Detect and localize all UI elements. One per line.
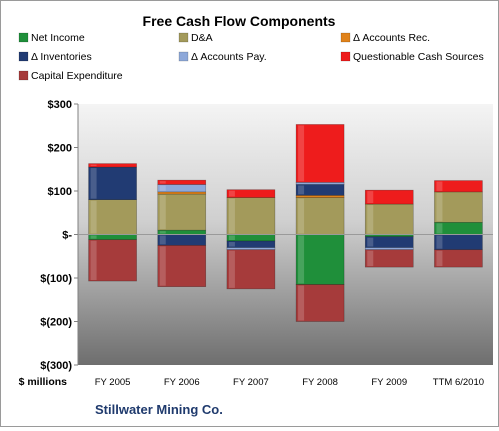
legend-swatch: [19, 33, 28, 42]
y-tick-label: $300: [48, 99, 72, 111]
legend-label: Δ Accounts Pay.: [191, 51, 267, 63]
bar-segment-highlight: [91, 241, 97, 280]
legend-label: Net Income: [31, 32, 85, 44]
legend-label: Δ Inventories: [31, 51, 92, 63]
source-label: Stillwater Mining Co.: [95, 402, 223, 417]
bar-segment-highlight: [298, 125, 304, 181]
x-tick-label: FY 2007: [233, 377, 269, 388]
x-tick-label: TTM 6/2010: [433, 377, 484, 388]
legend-swatch: [179, 52, 188, 61]
legend-swatch: [341, 33, 350, 42]
bar-segment-highlight: [367, 205, 373, 233]
bar-segment-highlight: [229, 251, 235, 288]
legend-label: Questionable Cash Sources: [353, 51, 484, 63]
x-tick-label: FY 2005: [95, 377, 131, 388]
y-tick-label: $200: [48, 143, 72, 155]
bar-segment-highlight: [160, 246, 166, 285]
legend-swatch: [341, 52, 350, 61]
bar-segment-highlight: [436, 236, 442, 249]
bar-segment-highlight: [298, 286, 304, 321]
bar-segment-highlight: [229, 236, 235, 241]
bar-segment-highlight: [367, 191, 373, 203]
bar-segment-highlight: [436, 182, 442, 191]
x-axis: FY 2005 FY 2006 FY 2007 FY 2008 FY 2009 TTM 6…: [95, 377, 484, 388]
bar-segment-highlight: [229, 242, 235, 247]
bar-segment-highlight: [229, 199, 235, 234]
y-tick-label: $-: [62, 230, 72, 242]
legend-swatch: [19, 52, 28, 61]
bar-segment-highlight: [160, 231, 166, 233]
bar-segment-highlight: [298, 236, 304, 284]
bar-segment-highlight: [160, 185, 166, 190]
x-tick-label: FY 2006: [164, 377, 200, 388]
x-tick-label: FY 2009: [371, 377, 407, 388]
y-tick-label: $(200): [40, 317, 72, 329]
bar-segment-highlight: [298, 185, 304, 194]
legend: Net Income D&A Δ Accounts Rec. Δ Inventorie…: [19, 32, 484, 82]
legend-swatch: [179, 33, 188, 42]
bar-segment-highlight: [91, 165, 97, 166]
legend-label: D&A: [191, 32, 213, 44]
legend-label: Δ Accounts Rec.: [353, 32, 430, 44]
legend-label: Capital Expenditure: [31, 70, 123, 82]
y-axis: $300 $200 $100 $- $(100) $(200) $(300): [40, 99, 78, 372]
bar-segment-highlight: [436, 223, 442, 233]
bar-segment-highlight: [367, 238, 373, 247]
x-tick-label: FY 2008: [302, 377, 338, 388]
bar-segment-highlight: [367, 251, 373, 266]
legend-swatch: [19, 71, 28, 80]
bar-segment-highlight: [91, 168, 97, 199]
chart-title: Free Cash Flow Components: [143, 13, 336, 29]
bar-segment-highlight: [436, 193, 442, 221]
bar-segment-highlight: [229, 191, 235, 197]
bar-segment-highlight: [160, 236, 166, 245]
bar-segment-highlight: [298, 199, 304, 234]
y-tick-label: $(300): [40, 360, 72, 372]
bar-segment-highlight: [91, 236, 97, 239]
bar-segment-highlight: [91, 201, 97, 234]
y-axis-unit-label: $ millions: [19, 376, 68, 388]
y-tick-label: $(100): [40, 273, 72, 285]
bar-segment-highlight: [436, 251, 442, 266]
y-tick-label: $100: [48, 186, 72, 198]
bar-segment-highlight: [160, 181, 166, 183]
bar-segment-highlight: [160, 195, 166, 229]
